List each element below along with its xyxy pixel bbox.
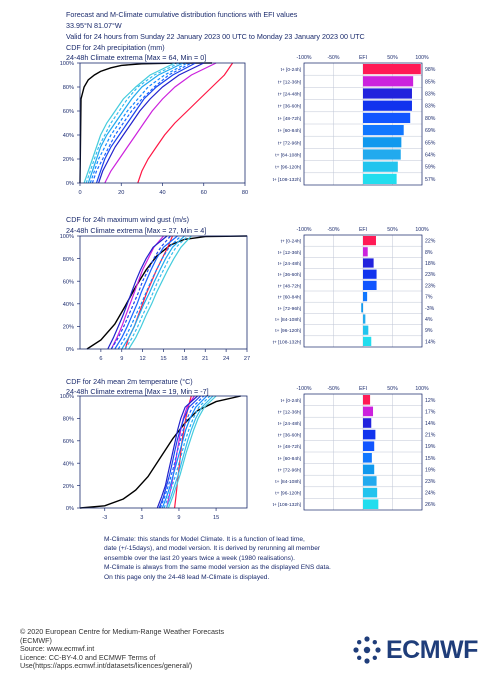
cdf-series-line (95, 62, 196, 184)
footer-line: (ECMWF) (20, 635, 52, 645)
cdf-series-line (83, 62, 176, 184)
ecmwf-logo: ECMWF (352, 635, 478, 665)
note-line: M-Climate: this stands for Model Climate… (104, 536, 305, 543)
wind-title: CDF for 24h maximum wind gust (m/s) (66, 215, 190, 224)
header-location: 33.95°N 81.07°W (66, 21, 122, 30)
note-line: date (+/-15days), and model version. It … (104, 545, 321, 553)
cdf-series-line (79, 62, 213, 184)
wind-subtitle: 24-48h Climate extrema [Max = 27, Min = … (66, 226, 207, 235)
footer-line: Source: www.ecmwf.int (20, 644, 95, 654)
note-line: ensemble over the last 20 years twice a … (104, 554, 295, 562)
temp-title: CDF for 24h mean 2m temperature (°C) (66, 377, 193, 386)
note-line: On this page only the 24-48 lead M-Clima… (104, 573, 270, 581)
footer-line: Licence: CC-BY-4.0 and ECMWF Terms of (20, 652, 156, 662)
plot-frame (79, 62, 246, 184)
x-tick-label: 0 (78, 190, 81, 196)
cdf-series-line (87, 62, 184, 184)
note-line: M-Climate is always from the same model … (104, 564, 331, 572)
footer-line: © 2020 European Centre for Medium-Range … (20, 627, 225, 636)
ecmwf-logo-icon (353, 636, 381, 664)
y-tick-label: 60% (63, 109, 74, 115)
cdf-series-line (91, 62, 192, 184)
header-validity: Valid for 24 hours from Sunday 22 Januar… (66, 32, 365, 41)
x-tick-label: 80 (242, 190, 248, 196)
y-tick-label: 20% (63, 157, 74, 163)
y-tick-label: 100% (60, 61, 74, 67)
cdf-series-line (98, 62, 205, 184)
cdf-series-line (104, 62, 217, 184)
cdf-series-line (137, 62, 234, 184)
x-tick-label: 60 (201, 190, 207, 196)
footer-line: Use(https://apps.ecmwf.int/datasets/lice… (20, 661, 193, 671)
logo-text: ECMWF (386, 635, 478, 664)
precip-title: CDF for 24h precipitation (mm) (66, 43, 165, 52)
x-tick-label: 40 (159, 190, 165, 196)
cdf-series-line (85, 62, 180, 184)
temp-subtitle: 24-48h Climate extrema [Max = 19, Min = … (66, 387, 209, 396)
y-tick-label: 0% (66, 181, 74, 187)
header-title: Forecast and M-Climate cumulative distri… (66, 10, 298, 19)
precip-subtitle: 24-48h Climate extrema [Max = 64, Min = … (66, 53, 207, 62)
y-tick-label: 40% (63, 133, 74, 139)
x-tick-label: 20 (118, 190, 124, 196)
m-climate-note: M-Climate: this stands for Model Climate… (104, 535, 404, 582)
cdf-series-line (89, 62, 188, 184)
copyright-footer: © 2020 European Centre for Medium-Range … (20, 627, 225, 671)
y-tick-label: 80% (63, 85, 74, 91)
